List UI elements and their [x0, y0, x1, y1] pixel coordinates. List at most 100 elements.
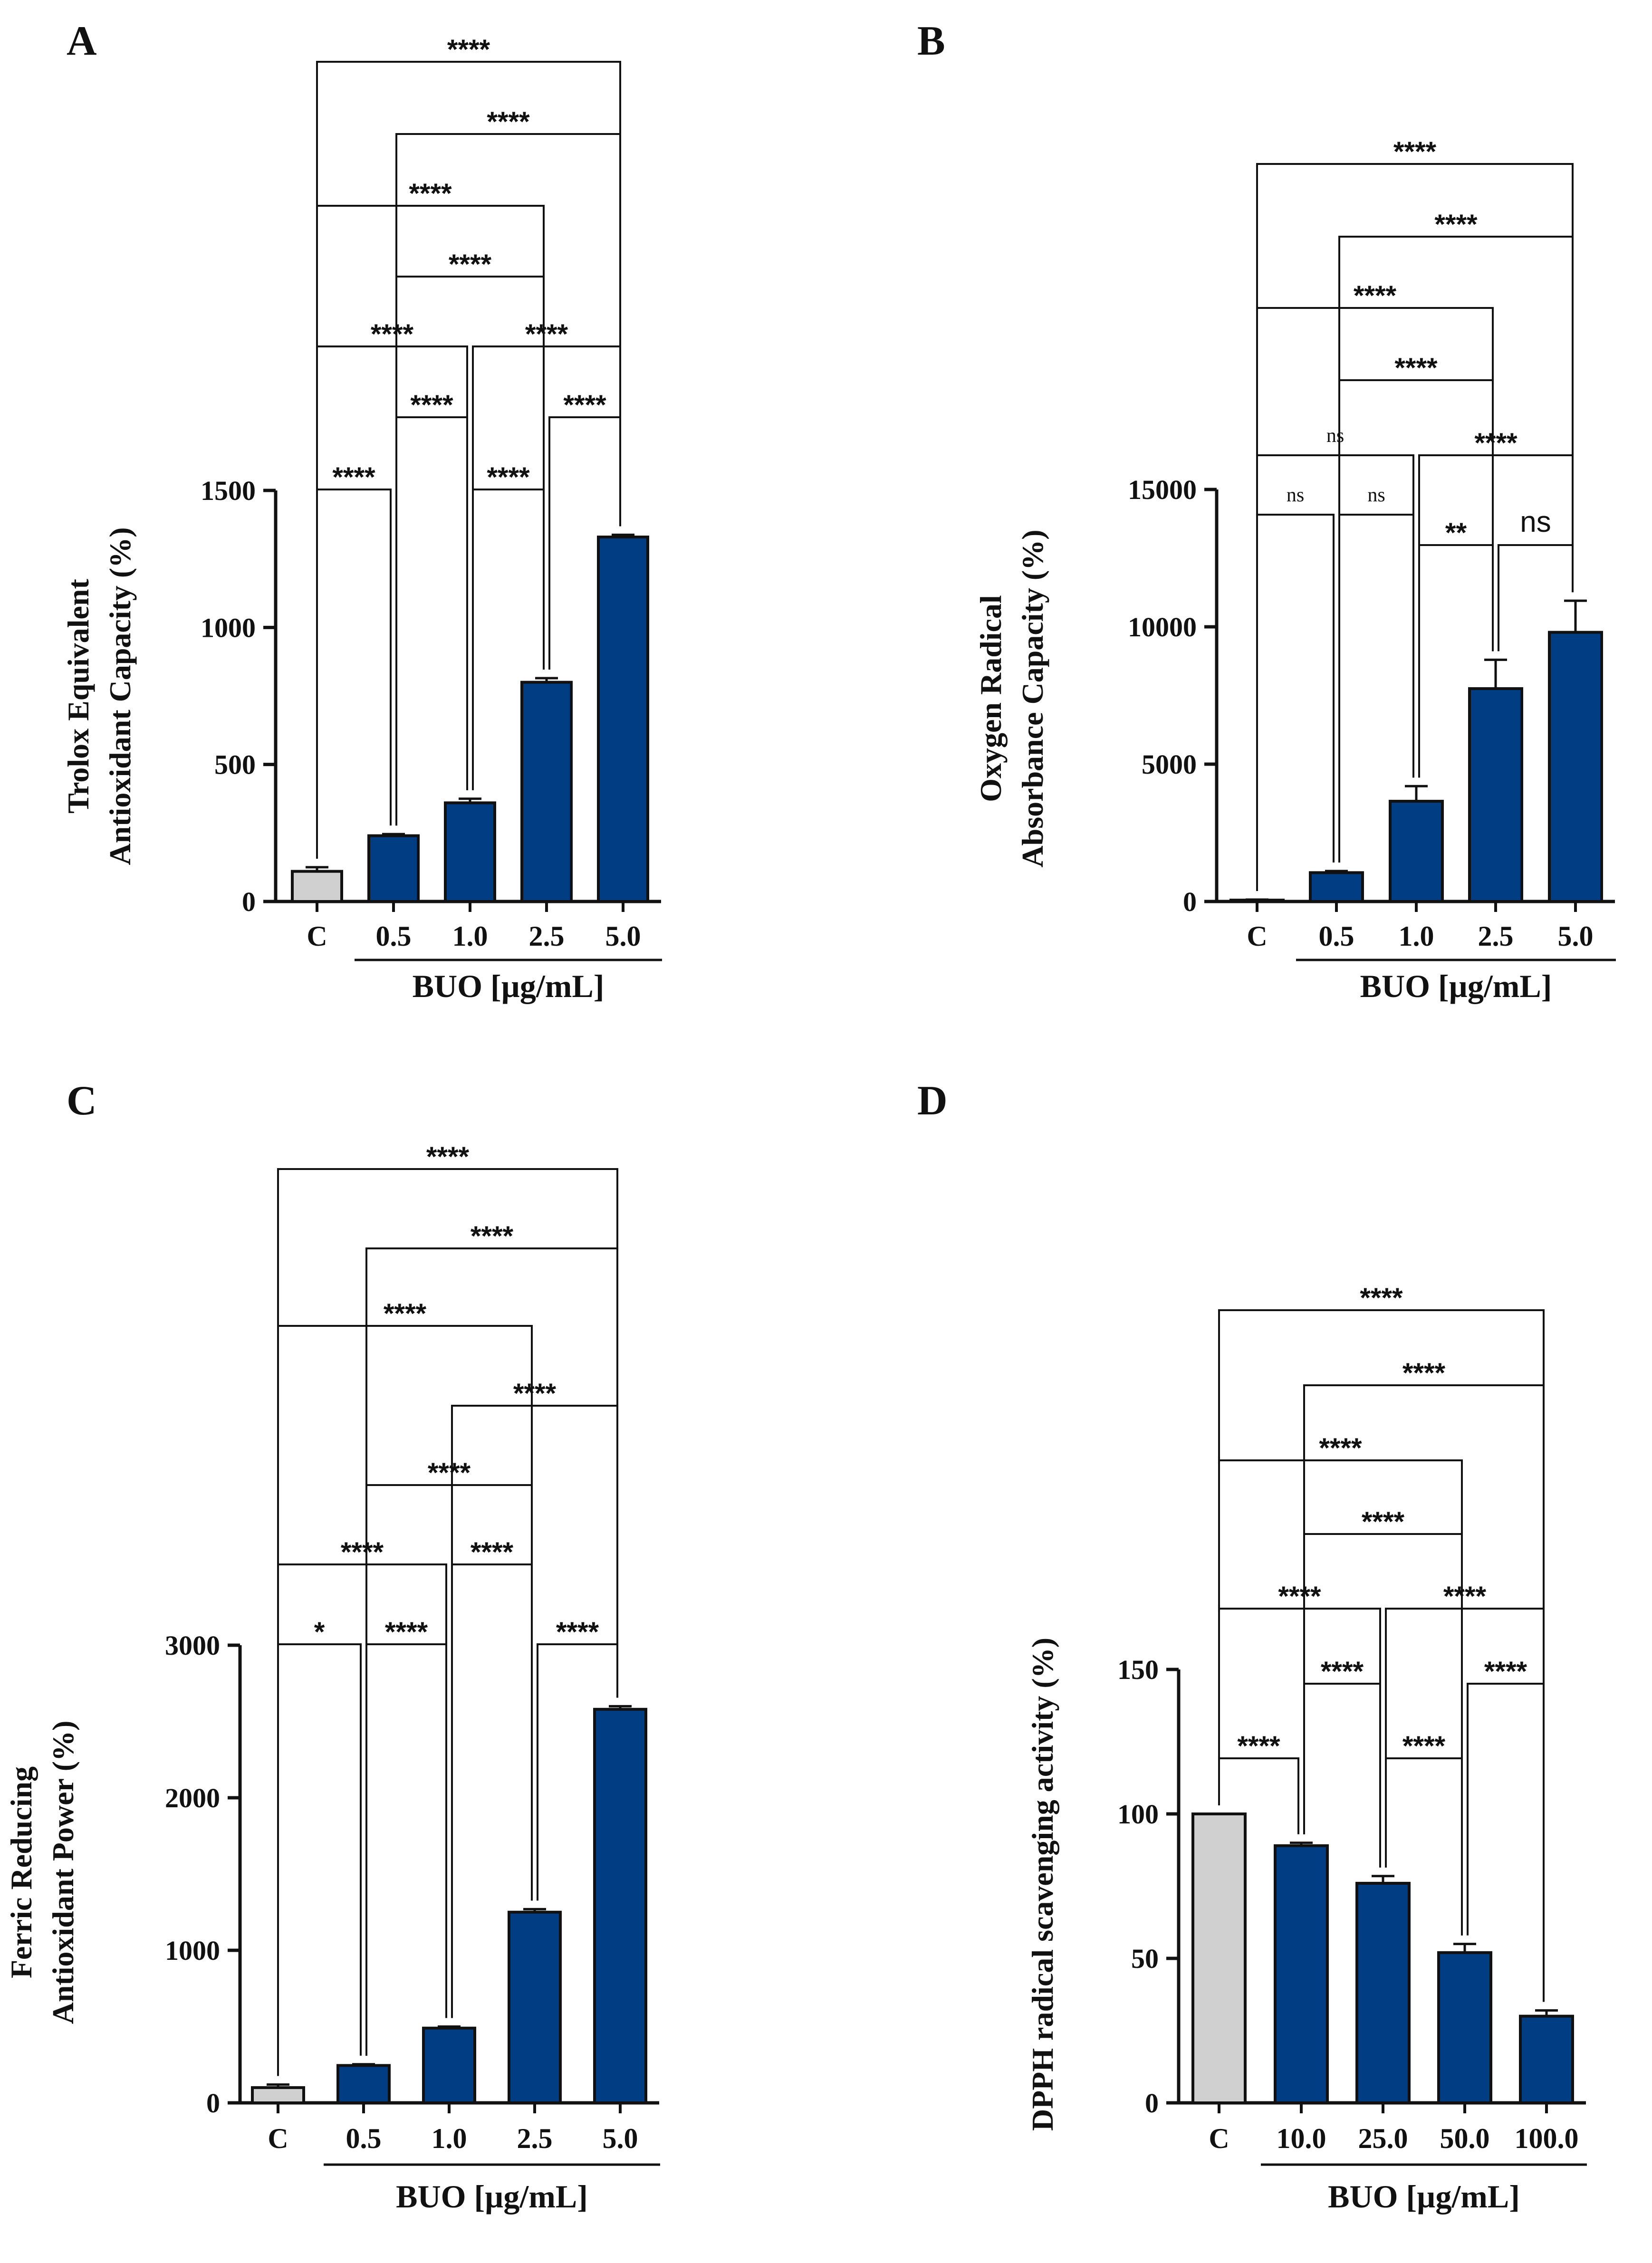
bar: [1519, 2014, 1574, 2105]
bar: [1191, 1812, 1247, 2104]
x-group-label: BUO [µg/mL]: [413, 968, 605, 1004]
bar: [597, 536, 649, 903]
y-tick-label: 0: [206, 2088, 220, 2119]
bar: [251, 2086, 305, 2104]
bar: [367, 834, 420, 903]
bar: [593, 1707, 647, 2105]
significance-label: ****: [449, 249, 492, 280]
x-tick-label: C: [268, 2123, 288, 2154]
significance-label: ****: [471, 1537, 514, 1568]
significance-bracket: [1338, 236, 1574, 863]
significance-label: ****: [487, 462, 530, 493]
x-tick-label: 0.5: [1319, 921, 1354, 952]
significance-label: ****: [341, 1537, 384, 1568]
bar: [508, 1910, 562, 2104]
significance-label: ****: [1434, 209, 1478, 240]
y-axis-label: Trolox Equivalent: [61, 578, 95, 813]
bar: [1389, 800, 1444, 903]
y-tick-label: 15000: [1128, 474, 1197, 505]
significance-label: ns: [1287, 484, 1304, 506]
x-group-label: BUO [µg/mL]: [396, 2178, 588, 2215]
significance-bracket: [316, 345, 468, 859]
y-axis-label: Oxygen Radical: [974, 595, 1008, 802]
significance-label: ****: [426, 1141, 470, 1172]
y-tick-label: 0: [1183, 886, 1197, 917]
significance-label: ****: [1394, 353, 1438, 384]
y-tick-label: 1000: [165, 1935, 220, 1966]
significance-label: ****: [428, 1458, 471, 1488]
significance-label: ****: [1360, 1283, 1403, 1314]
chart-panel-a: A 0 500 1000 1500 Trolox Equivalent Antioxidan…: [61, 18, 662, 1004]
significance-label: ****: [525, 319, 568, 350]
significance-label: ****: [1278, 1581, 1321, 1612]
y-axis-label: Ferric Reducing: [4, 1766, 38, 1978]
chart-panel-b: B 0 5000 10000 15000 Oxygen Radical Absorbance…: [917, 18, 1616, 1004]
bar: [1274, 1844, 1329, 2104]
x-tick-label: C: [1247, 921, 1267, 952]
x-tick-label: 50.0: [1440, 2123, 1490, 2154]
significance-label: ****: [513, 1378, 557, 1409]
x-tick-label: 2.5: [1478, 921, 1514, 952]
significance-label: ****: [1443, 1581, 1487, 1612]
panel-letter: A: [67, 18, 97, 64]
y-tick-label: 150: [1117, 1654, 1159, 1685]
significance-bracket: [1218, 1309, 1545, 2002]
x-tick-label: 0.5: [346, 2123, 382, 2154]
significance-label: ****: [1393, 136, 1437, 167]
y-tick-label: 100: [1117, 1799, 1159, 1830]
significance-bracket: [277, 1325, 533, 2076]
significance-label: ns: [1326, 425, 1344, 447]
significance-label: ns: [1367, 484, 1385, 506]
significance-label: *: [314, 1617, 325, 1648]
x-group-label: BUO [µg/mL]: [1360, 968, 1552, 1004]
significance-label: ****: [471, 1221, 514, 1252]
significance-bracket: [1256, 514, 1335, 891]
significance-bracket: [277, 1168, 618, 2076]
significance-label: ****: [487, 106, 530, 137]
significance-label: ns: [1520, 506, 1551, 538]
y-tick-label: 0: [1145, 2088, 1159, 2119]
y-axis-label: Antioxidant Power (%): [46, 1721, 80, 2024]
bar: [1548, 631, 1603, 903]
significance-bracket: [1303, 1683, 1381, 1868]
bar: [520, 681, 573, 903]
x-tick-label: C: [1209, 2123, 1229, 2154]
bar: [444, 801, 496, 903]
x-group-label: BUO [µg/mL]: [1328, 2178, 1520, 2215]
chart-panel-c: C 0 1000 2000 3000 Ferric Reducing Antioxidant…: [4, 1078, 660, 2215]
x-tick-label: 1.0: [452, 921, 488, 952]
significance-label: ****: [371, 319, 414, 350]
significance-bracket: [316, 489, 392, 859]
significance-bracket: [277, 1643, 362, 2076]
bar: [336, 2064, 391, 2104]
significance-bracket: [365, 1247, 618, 2056]
bar: [1355, 1881, 1411, 2104]
y-tick-label: 1000: [201, 612, 256, 643]
significance-label: ****: [563, 390, 606, 421]
significance-bracket: [1303, 1384, 1545, 2002]
significance-label: ****: [1354, 280, 1397, 311]
significance-label: ****: [447, 34, 490, 65]
y-tick-label: 50: [1131, 1943, 1159, 1974]
significance-bracket: [365, 1484, 533, 2056]
bar: [1437, 1951, 1492, 2104]
x-tick-label: 100.0: [1515, 2123, 1579, 2154]
significance-bracket: [316, 205, 545, 859]
x-tick-label: 5.0: [605, 921, 641, 952]
x-tick-label: 25.0: [1358, 2123, 1408, 2154]
panel-letter: B: [917, 18, 945, 64]
significance-bracket: [316, 61, 621, 859]
bar: [422, 2026, 476, 2104]
significance-label: ****: [1402, 1731, 1446, 1762]
significance-label: **: [1445, 518, 1467, 548]
significance-label: ****: [1319, 1433, 1362, 1464]
significance-label: ****: [1484, 1656, 1527, 1687]
x-tick-label: 2.5: [529, 921, 565, 952]
significance-label: ****: [1362, 1506, 1405, 1537]
significance-label: ****: [1474, 428, 1518, 459]
bar: [291, 870, 343, 903]
significance-label: ****: [1237, 1731, 1280, 1762]
x-tick-label: 5.0: [603, 2123, 638, 2154]
x-tick-label: C: [307, 921, 327, 952]
